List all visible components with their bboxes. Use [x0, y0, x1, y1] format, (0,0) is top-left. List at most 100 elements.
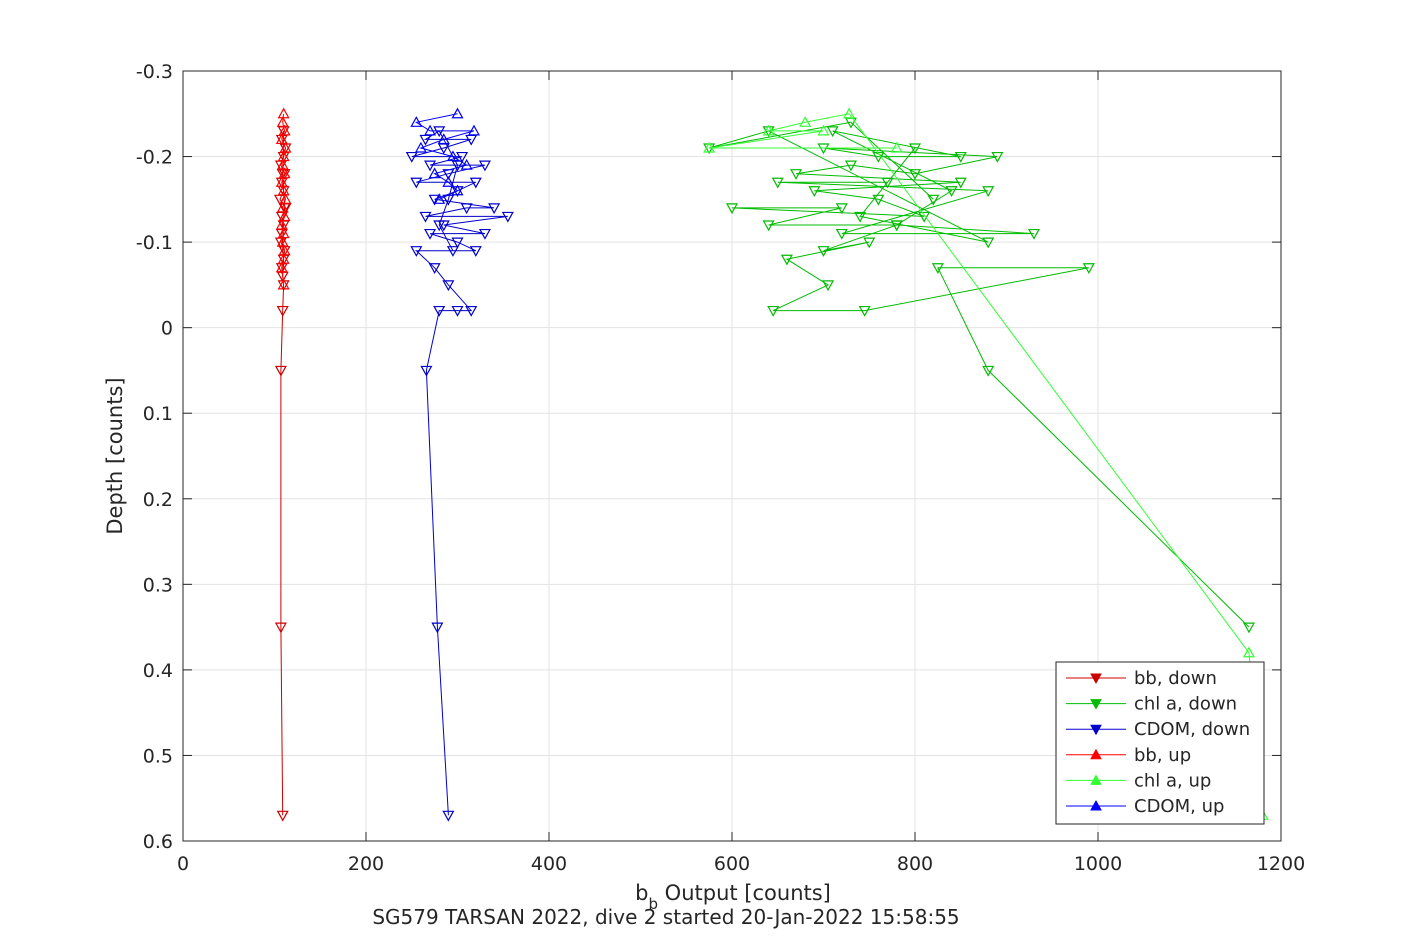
legend-marker [1090, 724, 1102, 736]
data-point [274, 622, 287, 634]
data-point [817, 246, 830, 257]
data-point [1242, 622, 1255, 634]
legend-label: CDOM, down [1134, 719, 1250, 740]
data-point [424, 228, 437, 240]
legend-label: bb, down [1134, 668, 1217, 689]
y-tick-label: -0.3 [136, 61, 173, 83]
data-point [275, 261, 288, 273]
data-point [410, 177, 423, 189]
x-axis-title-rest: Output [counts] [658, 881, 831, 905]
legend-label: chl a, down [1134, 694, 1237, 715]
data-point [451, 237, 464, 249]
data-point [279, 141, 292, 153]
data-point [433, 305, 446, 317]
legend-box [1055, 661, 1265, 825]
data-point [275, 133, 288, 145]
data-point [954, 151, 967, 163]
data-point [431, 622, 444, 634]
data-point [725, 203, 739, 215]
data-point [872, 194, 885, 206]
y-tick-label: 0 [161, 318, 173, 340]
data-point [703, 141, 716, 153]
legend-label: bb, up [1134, 745, 1191, 766]
data-point [863, 237, 876, 249]
data-point [762, 124, 775, 136]
data-point [446, 150, 459, 162]
data-point [460, 158, 473, 170]
legend-marker [1090, 748, 1102, 760]
data-point [277, 184, 290, 196]
data-point [460, 203, 473, 215]
series-line [411, 130, 508, 816]
data-point [278, 124, 291, 136]
data-point [465, 305, 478, 317]
data-point [843, 107, 856, 119]
data-point [424, 124, 437, 136]
data-point [275, 218, 288, 230]
data-point [908, 169, 922, 180]
data-point [790, 169, 803, 180]
data-point [414, 141, 427, 153]
x-axis-title-subscript: b [648, 895, 658, 913]
x-tick-label: 0 [177, 853, 189, 875]
y-tick-label: 0.1 [143, 403, 173, 425]
data-point [424, 160, 437, 172]
y-tick-label: 0.6 [143, 831, 173, 853]
chart-caption: SG579 TARSAN 2022, dive 2 started 20-Jan… [372, 905, 959, 929]
data-point [767, 305, 780, 317]
data-point [822, 280, 835, 292]
data-point [276, 116, 289, 127]
data-point [1242, 646, 1255, 658]
y-tick-label: 0.5 [143, 745, 173, 767]
series-line [708, 121, 1250, 628]
data-point [780, 254, 793, 266]
legend-marker [1090, 673, 1102, 685]
y-tick-label: 0.4 [143, 660, 173, 682]
data-point [442, 175, 455, 187]
legend-marker [1090, 699, 1102, 710]
data-point [854, 211, 867, 223]
data-point [446, 246, 459, 257]
data-point [428, 263, 441, 275]
data-point [982, 186, 995, 198]
series-3 [275, 107, 292, 290]
data-point [410, 246, 423, 257]
data-point [467, 124, 480, 136]
legend-label: chl a, up [1134, 770, 1211, 791]
data-point [945, 186, 958, 198]
data-point [276, 201, 289, 213]
series-layer [273, 107, 1269, 822]
data-point [488, 203, 501, 215]
data-point [927, 194, 940, 206]
x-axis-title: bb Output [counts] [635, 881, 831, 913]
series-5 [410, 107, 480, 204]
data-point [276, 158, 289, 170]
data-point [858, 305, 871, 317]
y-tick-label: -0.1 [136, 232, 173, 254]
data-point [420, 365, 433, 377]
data-point [991, 151, 1004, 163]
data-point [276, 235, 289, 247]
data-point [835, 203, 848, 215]
x-tick-label: 200 [348, 853, 384, 875]
data-point [478, 228, 491, 240]
data-point [1027, 228, 1040, 240]
data-point [433, 193, 446, 204]
data-point [890, 220, 903, 232]
legend-marker [1090, 774, 1102, 785]
legend-label: CDOM, up [1134, 796, 1224, 817]
data-point [835, 228, 848, 240]
data-point [275, 175, 288, 187]
data-point [278, 167, 291, 179]
data-point [478, 160, 491, 172]
data-point [817, 124, 830, 136]
data-point [276, 810, 289, 822]
x-axis-title-main: b [635, 881, 648, 905]
y-tick-label: 0.3 [143, 574, 173, 596]
data-point [410, 116, 423, 127]
x-tick-label: 400 [531, 853, 567, 875]
axis-ticks: 0 200 400 600 800 1000 1200 -0.3 -0.2 -0.1 0 0.1 0.2… [136, 61, 1305, 875]
data-point [274, 365, 287, 377]
legend-marker [1090, 799, 1102, 811]
